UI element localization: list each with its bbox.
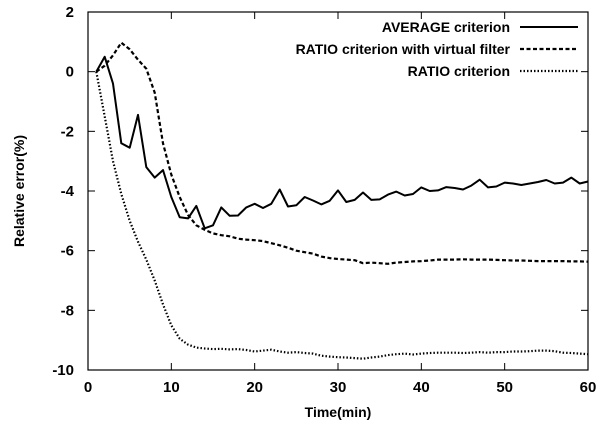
x-tick-label: 50 — [496, 379, 513, 396]
legend: AVERAGE criterion RATIO criterion with vi… — [296, 19, 578, 79]
x-tick-label: 10 — [163, 379, 180, 396]
x-tick-label: 30 — [330, 379, 347, 396]
y-axis-label: Relative error(%) — [11, 135, 27, 247]
y-tick-label: -8 — [61, 302, 74, 319]
data-series — [95, 41, 589, 360]
series-line-3 — [95, 71, 589, 360]
x-tick-labels: 0 10 20 30 40 50 60 — [84, 379, 597, 396]
x-tick-label: 20 — [246, 379, 263, 396]
y-tick-label: -10 — [52, 362, 74, 379]
legend-label: RATIO criterion — [408, 63, 510, 79]
series-line-2 — [95, 41, 589, 265]
y-tick-label: 0 — [66, 64, 74, 81]
axis-ticks — [87, 11, 589, 371]
y-tick-label: 2 — [66, 4, 74, 21]
x-axis-label: Time(min) — [305, 404, 372, 420]
y-tick-label: -2 — [61, 123, 74, 140]
series-line-1 — [95, 55, 589, 230]
x-tick-label: 60 — [580, 379, 597, 396]
y-tick-label: -6 — [61, 243, 74, 260]
y-tick-labels: -10 -8 -6 -4 -2 0 2 — [52, 4, 74, 379]
x-tick-label: 40 — [413, 379, 430, 396]
y-tick-label: -4 — [61, 183, 75, 200]
x-tick-label: 0 — [84, 379, 92, 396]
legend-label: AVERAGE criterion — [382, 19, 510, 35]
legend-label: RATIO criterion with virtual filter — [296, 41, 511, 57]
